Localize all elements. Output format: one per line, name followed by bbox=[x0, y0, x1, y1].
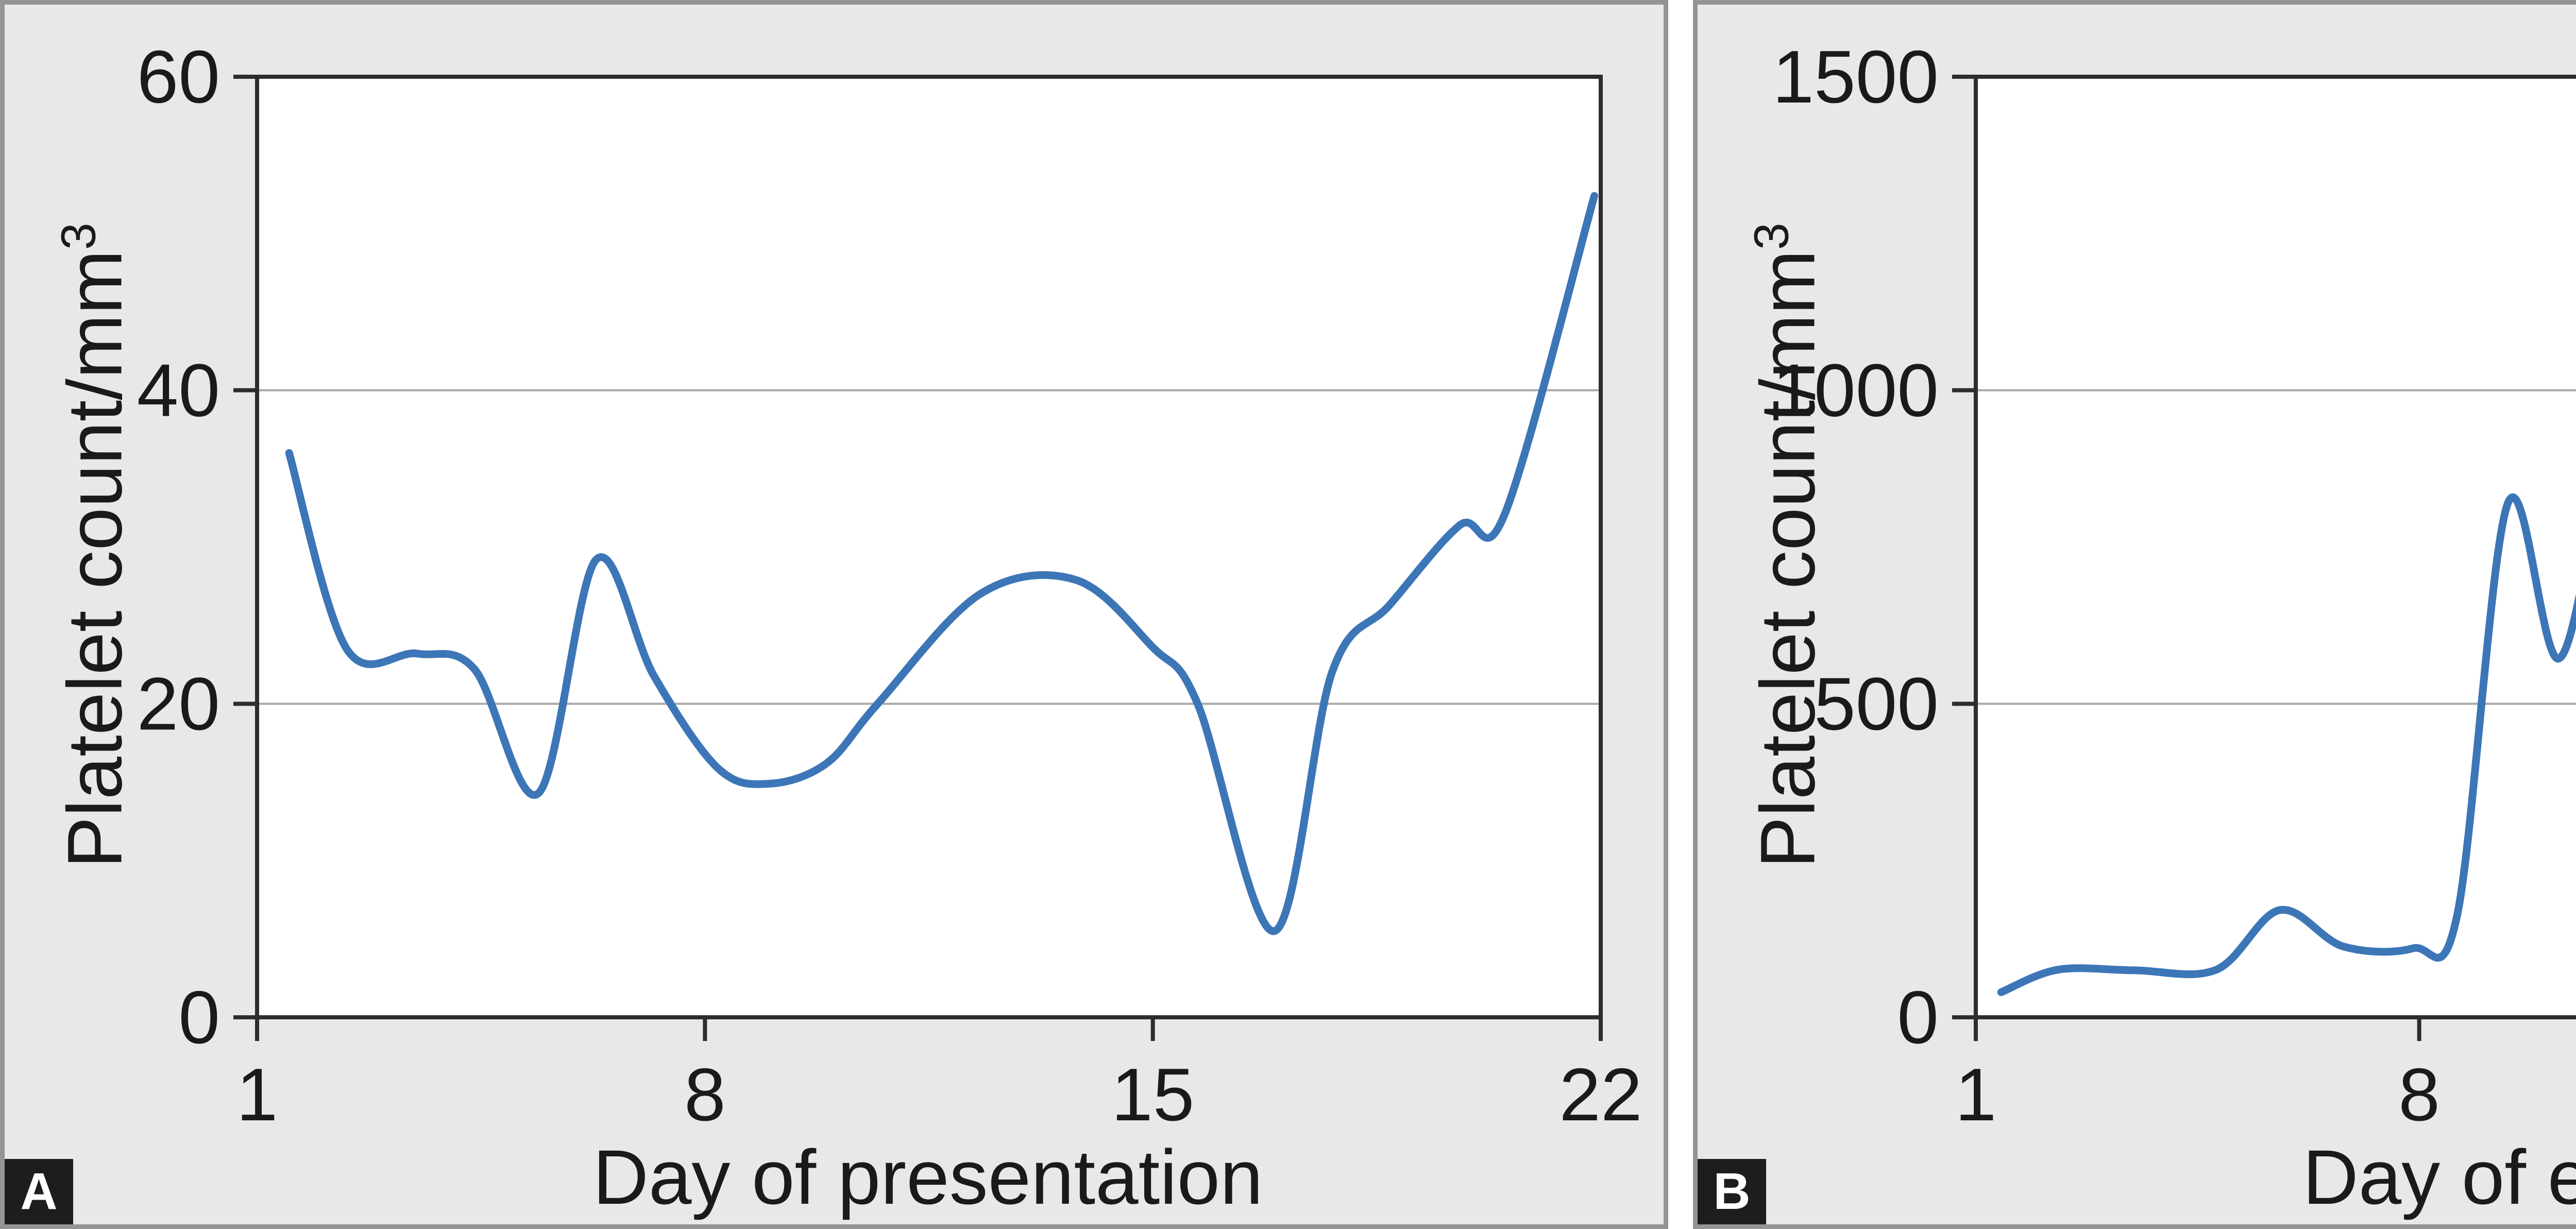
x-tick-label: 1 bbox=[1955, 1053, 1997, 1136]
platelet-line-chart-a: 0 20 40 60 1 8 15 22 bbox=[137, 35, 1642, 1136]
x-tick-label: 15 bbox=[1111, 1053, 1194, 1136]
x-axis-title-a: Day of presentation bbox=[592, 1134, 1263, 1220]
plot-frame bbox=[1974, 75, 2576, 1019]
y-tick-label: 20 bbox=[137, 662, 220, 745]
y-tick-label: 40 bbox=[137, 349, 220, 432]
plot-frame bbox=[255, 75, 1603, 1019]
y-tick-label: 500 bbox=[1814, 662, 1939, 745]
y-tick-label: 0 bbox=[178, 976, 220, 1059]
x-tick-label: 8 bbox=[684, 1053, 726, 1136]
panel-a-badge: A bbox=[5, 1159, 73, 1224]
x-tick-label: 1 bbox=[236, 1053, 278, 1136]
panel-a: 0 20 40 60 1 8 15 22 Platelet count/mm3 Day of … bbox=[0, 0, 1668, 1229]
x-tick-label: 22 bbox=[1559, 1053, 1642, 1136]
panel-b-badge: B bbox=[1698, 1159, 1766, 1224]
y-tick-label: 60 bbox=[137, 35, 220, 118]
y-axis-title-text: Platelet count/mm bbox=[1744, 250, 1831, 868]
y-tick-label: 0 bbox=[1897, 976, 1939, 1059]
x-tick-label: 8 bbox=[2398, 1053, 2440, 1136]
plot-area bbox=[257, 77, 1601, 1017]
data-line bbox=[1997, 493, 2576, 996]
data-line bbox=[285, 192, 1599, 935]
y-axis-title-superscript: 3 bbox=[51, 223, 106, 250]
y-axis-title-a: Platelet count/mm3 bbox=[50, 223, 140, 868]
y-tick-label: 1500 bbox=[1772, 35, 1939, 118]
x-axis-title-b: Day of eltrombopag bbox=[2302, 1134, 2576, 1220]
y-tick-label: 1000 bbox=[1772, 349, 1939, 432]
plot-area bbox=[1976, 77, 2576, 1017]
y-axis-title-b: Platelet count/mm3 bbox=[1743, 223, 1833, 868]
y-axis-title-text: Platelet count/mm bbox=[51, 250, 138, 868]
panel-b: 050010001500181522 Platelet count/mm3 Da… bbox=[1693, 0, 2576, 1229]
y-axis-title-superscript: 3 bbox=[1744, 223, 1799, 250]
platelet-line-chart-b: 050010001500181522 bbox=[1772, 35, 2576, 1136]
